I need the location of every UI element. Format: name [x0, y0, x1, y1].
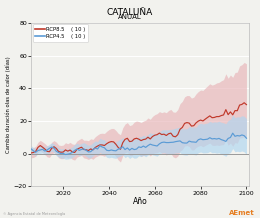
Text: © Agencia Estatal de Meteorología: © Agencia Estatal de Meteorología: [3, 212, 65, 216]
Legend: RCP8.5    ( 10 ), RCP4.5    ( 10 ): RCP8.5 ( 10 ), RCP4.5 ( 10 ): [33, 24, 88, 42]
Text: ANUAL: ANUAL: [118, 14, 142, 20]
Text: CATALUÑA: CATALUÑA: [107, 8, 153, 17]
X-axis label: Año: Año: [133, 197, 147, 206]
Text: AEmet: AEmet: [229, 210, 255, 216]
Y-axis label: Cambio duración olas de calor (días): Cambio duración olas de calor (días): [5, 56, 11, 153]
